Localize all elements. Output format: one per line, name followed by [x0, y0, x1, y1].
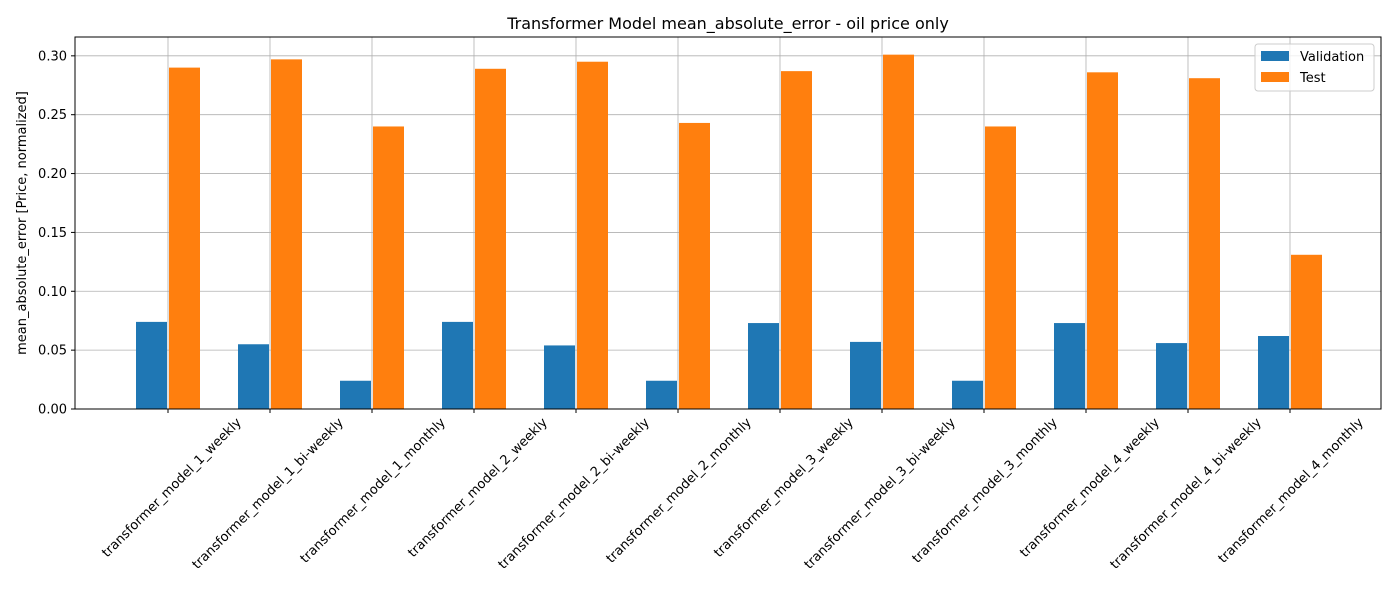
y-tick-label: 0.05 [38, 344, 67, 359]
validation-bar [646, 380, 677, 409]
bars [136, 54, 1322, 410]
legend-swatch [1261, 72, 1289, 82]
test-bar [1189, 78, 1220, 410]
legend: Validation Test [1254, 43, 1375, 92]
test-bar [883, 54, 914, 409]
y-tick-label: 0.10 [38, 285, 67, 300]
test-bar [271, 59, 302, 409]
plot-frame [74, 36, 1382, 410]
validation-bar [136, 321, 167, 409]
legend-label: Test [1299, 71, 1326, 86]
test-bar [1291, 254, 1322, 409]
y-tick-label: 0.00 [38, 403, 67, 418]
validation-bar [850, 341, 881, 409]
validation-bar [1258, 336, 1289, 409]
validation-bar [1054, 323, 1085, 409]
validation-bar [748, 323, 779, 409]
validation-bar [340, 380, 371, 409]
y-tick-label: 0.25 [38, 108, 67, 123]
test-bar [781, 71, 812, 409]
validation-bar [544, 345, 575, 409]
test-bar [475, 68, 506, 409]
test-bar [985, 126, 1016, 409]
test-bar [577, 61, 608, 409]
test-bar [1087, 72, 1118, 409]
validation-bar [442, 321, 473, 409]
validation-bar [238, 344, 269, 409]
test-bar [679, 122, 710, 409]
test-bar [169, 67, 200, 409]
test-bar [373, 126, 404, 409]
y-tick-label: 0.30 [38, 49, 67, 64]
chart-title: Transformer Model mean_absolute_error - … [506, 14, 949, 34]
legend-swatch [1261, 51, 1289, 61]
validation-bar [1156, 343, 1187, 409]
validation-bar [952, 380, 983, 409]
y-tick-label: 0.15 [38, 226, 67, 241]
y-tick-label: 0.20 [38, 167, 67, 182]
legend-label: Validation [1300, 50, 1364, 65]
y-axis-label: mean_absolute_error [Price, normalized] [15, 91, 30, 355]
